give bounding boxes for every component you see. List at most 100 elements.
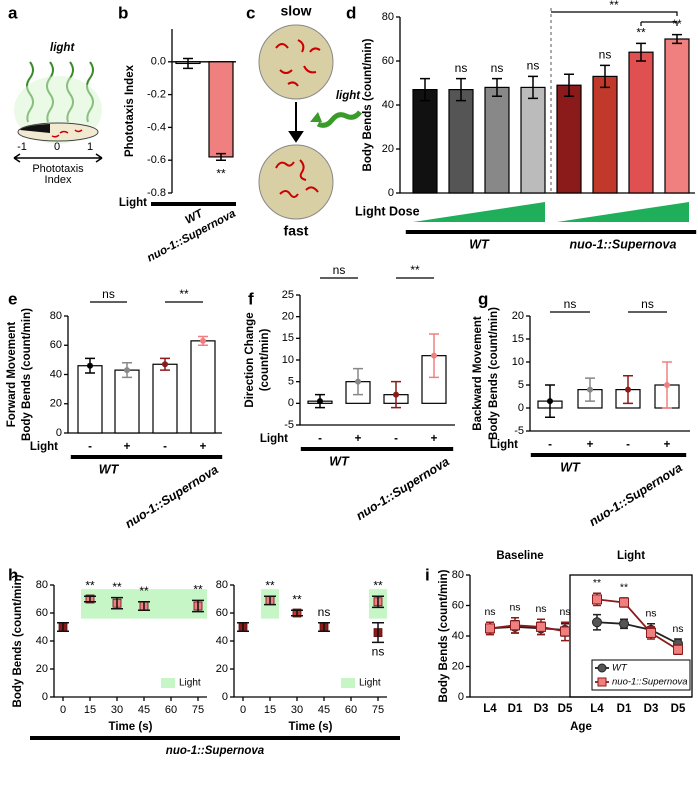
light-arrowhead — [310, 112, 322, 122]
point — [536, 621, 546, 632]
scale-arrow — [13, 153, 103, 163]
light-state: - — [548, 439, 552, 451]
comparison-label: ns — [333, 263, 346, 277]
x-tick-label: D3 — [534, 703, 549, 715]
x-tick-label: 60 — [345, 704, 357, 716]
y-tick-label: 40 — [50, 368, 62, 380]
y-tick-label: 20 — [50, 398, 62, 410]
bar — [114, 369, 140, 434]
group-label: WT — [560, 460, 581, 474]
group-label: WT — [329, 454, 350, 468]
x-tick-label: 15 — [84, 704, 96, 716]
x-tick-label: 30 — [291, 704, 303, 716]
dish-cover — [20, 124, 50, 133]
panel-label: h — [8, 565, 18, 584]
slow-label: slow — [280, 3, 311, 19]
axis-label: Phototaxis — [32, 163, 84, 175]
y-tick-label: 5 — [288, 376, 294, 388]
comparison-label: ns — [102, 287, 115, 301]
significance-label: ns — [484, 606, 495, 618]
legend-marker — [597, 677, 607, 687]
series-line — [489, 624, 566, 633]
x-axis-label: Age — [570, 721, 592, 733]
worms — [275, 159, 319, 198]
y-tick-label: -0.6 — [147, 154, 166, 166]
legend-swatch — [161, 678, 175, 688]
legend-label: Light — [359, 678, 381, 689]
axis-label: Index — [45, 174, 72, 186]
bar — [556, 84, 582, 194]
y-tick-label: 0.0 — [151, 56, 166, 68]
y-tick-label: 10 — [282, 354, 294, 366]
significance-label: ** — [85, 578, 95, 592]
scale-label: 1 — [87, 141, 93, 153]
error-bar — [372, 622, 384, 644]
significance-label: ** — [593, 577, 601, 589]
error-bar — [291, 609, 303, 617]
group-label: nuo-1::Supernova — [570, 237, 677, 251]
significance-label: ns — [559, 606, 570, 618]
error-bar — [237, 622, 249, 632]
y-tick-label: 60 — [382, 55, 394, 67]
significance-label: ns — [645, 608, 656, 620]
x-tick-label: 75 — [372, 704, 384, 716]
panel-label: f — [248, 289, 254, 308]
y-tick-label: 80 — [216, 579, 228, 591]
point — [646, 627, 656, 638]
mean-point — [162, 361, 168, 368]
panel-label: b — [118, 3, 128, 22]
comparison-label: ns — [564, 297, 577, 311]
legend-label: WT — [612, 663, 628, 674]
x-tick-label: 30 — [111, 704, 123, 716]
light-squiggle — [316, 110, 362, 128]
x-tick-label: D3 — [644, 703, 659, 715]
y-tick-label: 60 — [50, 339, 62, 351]
y-tick-label: 0 — [222, 691, 228, 703]
bar — [208, 61, 234, 158]
x-tick-label: D5 — [671, 703, 686, 715]
light-label: Light — [260, 433, 288, 445]
y-axis-label: Backward Movement — [472, 316, 484, 431]
bar — [412, 88, 438, 194]
point — [592, 617, 602, 628]
y-tick-label: 20 — [382, 143, 394, 155]
error-bar — [456, 77, 466, 102]
y-tick-label: -0.8 — [147, 187, 166, 199]
y-axis-label: (count/min) — [259, 329, 271, 392]
light-label: Light — [490, 439, 518, 451]
x-axis-label: Time (s) — [289, 721, 333, 733]
y-tick-label: 0 — [56, 427, 62, 439]
comparison-bracket — [551, 11, 678, 26]
mean-point — [200, 337, 206, 344]
y-axis-label: Phototaxis Index — [124, 64, 136, 157]
error-bar — [600, 64, 610, 89]
y-tick-label: -0.2 — [147, 89, 166, 101]
mean-point — [587, 386, 593, 393]
light-state: - — [626, 439, 630, 451]
significance-label: ** — [292, 592, 302, 606]
error-bar — [216, 152, 226, 161]
y-tick-label: 0 — [388, 187, 394, 199]
bar — [484, 86, 510, 194]
y-tick-label: 15 — [512, 333, 524, 345]
y-tick-label: 20 — [452, 660, 464, 672]
light-label: Light — [30, 441, 58, 453]
light-state: + — [587, 439, 594, 451]
error-bar — [111, 596, 123, 610]
fast-label: fast — [284, 223, 309, 239]
y-axis-label: Body Bends (count/min) — [438, 569, 450, 702]
plate — [258, 144, 334, 220]
y-tick-label: 20 — [512, 310, 524, 322]
light-state: + — [124, 441, 131, 453]
dose-label: Light Dose — [355, 204, 420, 218]
comparison-label: ** — [609, 0, 619, 12]
panel-label: a — [8, 3, 18, 22]
y-tick-label: 40 — [216, 635, 228, 647]
y-tick-label: 25 — [282, 289, 294, 301]
significance-label: ** — [139, 584, 149, 598]
y-axis-label: Body Bends (count/min) — [362, 38, 374, 171]
worms — [275, 39, 321, 87]
group-label: nuo-1::Supernova — [354, 454, 452, 523]
error-bar — [492, 77, 502, 97]
